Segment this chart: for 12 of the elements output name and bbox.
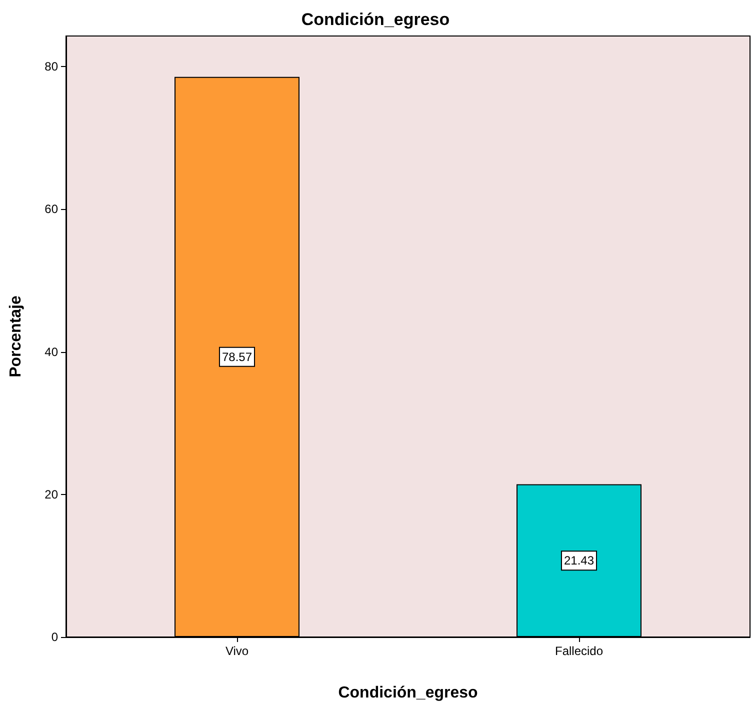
data-label: 78.57: [222, 350, 252, 364]
y-tick-label: 0: [51, 630, 58, 644]
y-axis-title: Porcentaje: [8, 295, 24, 378]
y-tick-label: 80: [44, 60, 58, 74]
data-label: 21.43: [564, 554, 594, 568]
chart-title: Condición_egreso: [301, 10, 450, 29]
y-tick-label: 60: [44, 202, 58, 216]
y-tick-label: 40: [44, 344, 58, 359]
x-tick-label: Fallecido: [554, 644, 604, 658]
y-tick-label: 20: [44, 487, 58, 502]
x-axis-title: Condición_egreso: [338, 684, 478, 702]
x-tick-label: Vivo: [225, 644, 249, 658]
